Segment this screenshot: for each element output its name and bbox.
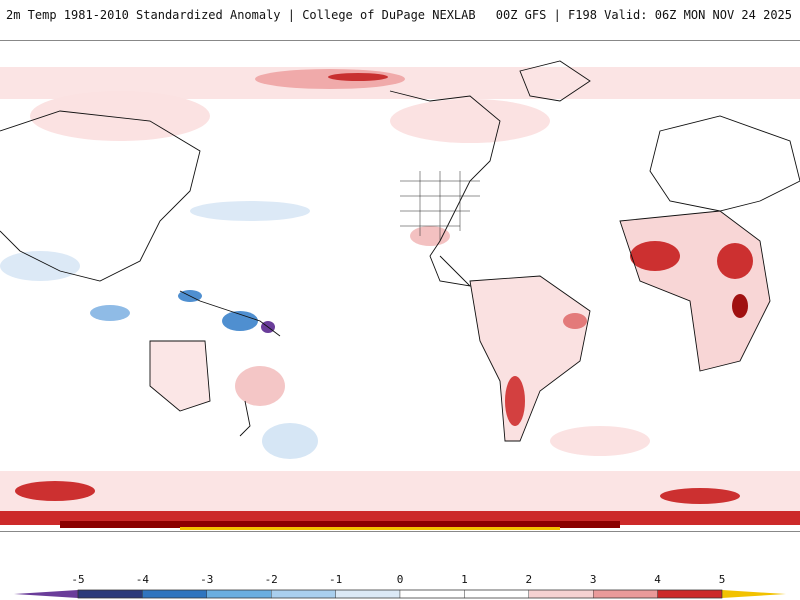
colorbar-segment — [271, 589, 336, 599]
colorbar — [0, 560, 800, 600]
colorbar-segments — [77, 589, 723, 599]
colorbar-tick-label: 1 — [461, 573, 468, 586]
run-info: 00Z GFS | F198 Valid: 06Z MON NOV 24 202… — [495, 8, 792, 22]
colorbar-segment — [593, 589, 658, 599]
warm-patch-atlantic — [390, 99, 550, 143]
cool-patch-indonesia — [222, 311, 258, 331]
coastline-europe — [649, 115, 800, 212]
header: 2m Temp 1981-2010 Standardized Anomaly |… — [0, 0, 800, 40]
colorbar-tick-label: -2 — [264, 573, 278, 586]
colorbar-tick-label: 2 — [525, 573, 533, 586]
coastline-australia — [149, 340, 211, 412]
colorbar-tick-label: 0 — [396, 573, 404, 586]
colorbar-tick-label: -4 — [135, 573, 150, 586]
coastline-greenland — [519, 60, 591, 102]
colorbar-segment — [77, 589, 143, 599]
cool-patch-south-pacific — [262, 423, 318, 459]
cool-patch-pacific — [190, 201, 310, 221]
colorbar-outline — [77, 589, 723, 599]
colorbar-segment — [528, 589, 594, 599]
coastlines — [0, 60, 800, 442]
colorbar-tick-label: 3 — [589, 573, 597, 586]
colorbar-tick-label: 5 — [718, 573, 726, 586]
colorbar-tick-label: -3 — [200, 573, 214, 586]
coastline-maritime-continent — [179, 290, 281, 337]
australia-shading — [150, 341, 210, 411]
colorbar-segment — [464, 589, 529, 599]
hot-patch-east-africa — [732, 294, 748, 318]
colorbar-segment — [142, 589, 207, 599]
warm-patch-tasman — [235, 366, 285, 406]
hot-patch-andes — [505, 376, 525, 426]
colorbar-segment — [657, 589, 723, 599]
colorbar-svg — [14, 589, 786, 599]
colorbar-segment — [335, 589, 401, 599]
antarctic-warm-band — [0, 471, 800, 511]
south-america-shading — [470, 276, 590, 441]
hot-patch-antarctic-west — [15, 481, 95, 501]
colorbar-segment — [399, 589, 465, 599]
arctic-hot-patch — [328, 73, 388, 81]
antarctic-extreme-band — [60, 521, 620, 528]
cool-patch-sea — [90, 305, 130, 321]
colorbar-segment — [206, 589, 272, 599]
warm-patch-south-atlantic — [550, 426, 650, 456]
colorbar-tick-label: -5 — [71, 573, 85, 586]
coastline-africa — [619, 210, 771, 372]
state-grid — [400, 171, 480, 241]
warm-patch-brazil — [563, 313, 587, 329]
colorbar-under — [14, 590, 78, 598]
colorbar-tick-label: 4 — [654, 573, 661, 586]
us-state-lines — [400, 171, 480, 241]
map-canvas — [0, 41, 800, 531]
coastline-asia — [0, 110, 201, 282]
hot-patch-antarctic-east — [660, 488, 740, 504]
hot-patch-sudan — [717, 243, 753, 279]
coastline-south-america — [469, 275, 591, 442]
warm-patch-mexico — [410, 226, 450, 246]
warm-patch-nw — [30, 91, 210, 141]
antarctic-over-band — [180, 527, 560, 530]
coastline-new-zealand — [239, 400, 251, 437]
anomaly-map — [0, 40, 800, 532]
colorbar-tick-label: -1 — [328, 573, 343, 586]
map-title: 2m Temp 1981-2010 Standardized Anomaly |… — [6, 8, 476, 22]
hot-patch-sahel-west — [630, 241, 680, 271]
cool-patch-asia — [0, 251, 80, 281]
colorbar-over — [722, 590, 786, 598]
